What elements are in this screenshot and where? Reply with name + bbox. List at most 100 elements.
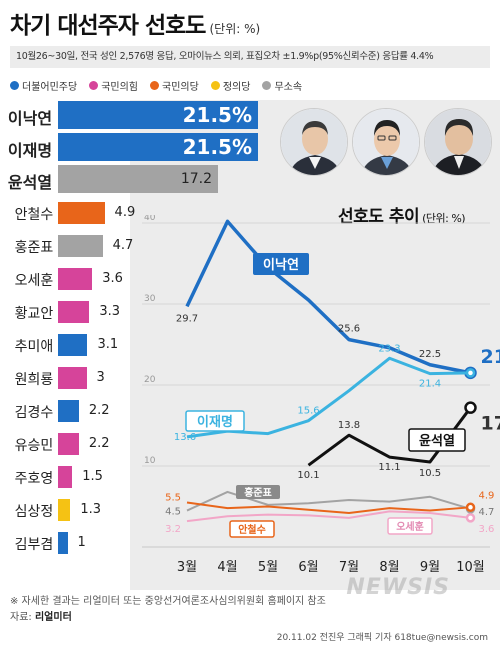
data-label: 21.4 (419, 379, 441, 390)
y-tick-label: 20 (144, 375, 156, 385)
series-end-marker (465, 502, 476, 513)
legend-dot-icon (10, 81, 19, 90)
y-tick-label: 30 (144, 294, 156, 304)
bar-value-label: 3.3 (99, 303, 121, 319)
bar-row: 황교안 3.3 (0, 295, 500, 328)
series-end-marker (465, 513, 476, 523)
series-line (186, 501, 471, 514)
credit-line: 20.11.02 전진우 그래픽 기자 618tue@newsis.com (276, 633, 488, 643)
bar-row: 추미애 3.1 (0, 328, 500, 361)
data-label: 3.6 (479, 524, 495, 535)
data-label: 10.1 (297, 470, 319, 481)
bar-value-label: 3.6 (102, 270, 123, 286)
legend-label: 정의당 (222, 82, 251, 93)
bar-candidate-name: 홍준표 (14, 240, 54, 256)
bar-value-label: 2.2 (88, 435, 110, 451)
bar-candidate-name: 이재명 (7, 141, 53, 160)
x-tick-label: 3월 (177, 560, 197, 575)
bar (58, 531, 68, 554)
legend-item: 정의당 (210, 78, 251, 93)
data-label: 29.7 (176, 313, 198, 324)
line-chart-title: 선호도 추이 (단위: %) (338, 207, 466, 227)
x-tick-label: 6월 (298, 560, 318, 575)
data-label: 4.5 (165, 507, 181, 518)
x-tick-label: 8월 (379, 560, 399, 575)
x-tick-label: 4월 (217, 560, 237, 575)
series-name-label: 안철수 (238, 523, 266, 536)
bar-value-label: 17.2 (180, 170, 212, 187)
bar (58, 165, 218, 193)
bar (58, 101, 258, 129)
bar (58, 498, 71, 521)
bar (58, 432, 79, 455)
data-label: 13.6 (174, 432, 196, 443)
y-tick-label: 40 (144, 215, 156, 223)
series-line (185, 219, 471, 375)
bar-candidate-name: 안철수 (14, 207, 54, 223)
bar-row: 홍준표 4.7 (0, 229, 500, 262)
portrait-lee-jaemyung-icon (352, 108, 420, 176)
bar-row: 유승민 2.2 (0, 427, 500, 460)
bar-value-label: 21.5% (182, 135, 252, 159)
candidate-bar-chart: 이낙연 21.5% 이재명 21.5% 윤석열 17.2 안철수 4.9 홍준표 4.7 오세훈 3.… (0, 100, 500, 570)
series-name-tag (387, 517, 433, 535)
bar-row: 오세훈 3.6 (0, 262, 500, 295)
survey-info-bar: 10월26~30일, 전국 성인 2,576명 응답, 오마이뉴스 의뢰, 표집… (10, 46, 490, 68)
legend-item: 더불어민주당 (10, 78, 77, 93)
legend-dot-icon (210, 81, 220, 90)
data-label: 25.6 (338, 324, 360, 335)
x-tick-label: 9월 (420, 560, 440, 575)
bar-candidate-name: 추미애 (14, 339, 54, 355)
bar-value-label: 1.5 (82, 468, 103, 484)
watermark: NEWSIS (346, 575, 450, 600)
bar-row: 이재명 21.5% (0, 132, 500, 162)
bar-candidate-name: 윤석열 (7, 173, 53, 192)
bar-row: 김부겸 1 (0, 526, 500, 559)
bar (58, 465, 73, 488)
bar-value-label: 3.1 (97, 336, 119, 352)
data-label: 3.2 (165, 524, 181, 535)
page-title: 차기 대선주자 선호도 (단위: %) (10, 6, 260, 40)
data-label: 22.5 (419, 349, 441, 360)
bar-value-label: 4.9 (114, 204, 136, 220)
bar (58, 300, 90, 323)
y-tick-label: 10 (144, 456, 156, 466)
data-label: 40.2 (216, 215, 238, 216)
title-unit: (단위: %) (209, 22, 261, 36)
legend-item: 국민의당 (150, 78, 199, 93)
legend-label: 국민의당 (162, 82, 199, 93)
legend-label: 무소속 (274, 82, 303, 93)
bar-row: 윤석열 17.2 (0, 164, 500, 194)
legend-item: 무소속 (262, 78, 302, 93)
bar-value-label: 3 (96, 369, 105, 385)
data-label: 5.5 (165, 492, 181, 503)
data-label: 15.6 (297, 406, 319, 417)
party-legend: 더불어민주당 국민의힘 국민의당 정의당 무소속 (10, 78, 302, 93)
bar (58, 234, 103, 257)
data-label: 21.5 (481, 346, 500, 368)
bar (58, 133, 258, 161)
bar-row: 이낙연 21.5% (0, 100, 500, 130)
bar (58, 333, 88, 356)
bar-value-label: 21.5% (182, 103, 252, 127)
series-name-label: 이재명 (197, 414, 233, 430)
series-name-label: 윤석열 (419, 433, 455, 449)
series-line (186, 510, 471, 523)
source: 자료: 리얼미터 (10, 612, 72, 623)
bar-candidate-name: 김경수 (14, 405, 54, 421)
series-name-tag (236, 485, 280, 499)
data-label: 17.2 (481, 413, 500, 435)
bar (58, 399, 79, 422)
series-name-label: 홍준표 (244, 486, 272, 499)
data-label: 4.9 (479, 490, 495, 501)
legend-label: 더불어민주당 (22, 82, 78, 93)
bar-row: 원희룡 3 (0, 361, 500, 394)
series-name-tag (253, 253, 309, 275)
bar-value-label: 1 (77, 534, 86, 550)
series-end-marker (464, 401, 477, 414)
bar-candidate-name: 오세훈 (14, 273, 54, 289)
bar-candidate-name: 심상정 (14, 504, 54, 520)
bar-candidate-name: 이낙연 (7, 109, 53, 128)
data-label: 11.1 (378, 462, 400, 473)
legend-item: 국민의힘 (89, 78, 138, 93)
